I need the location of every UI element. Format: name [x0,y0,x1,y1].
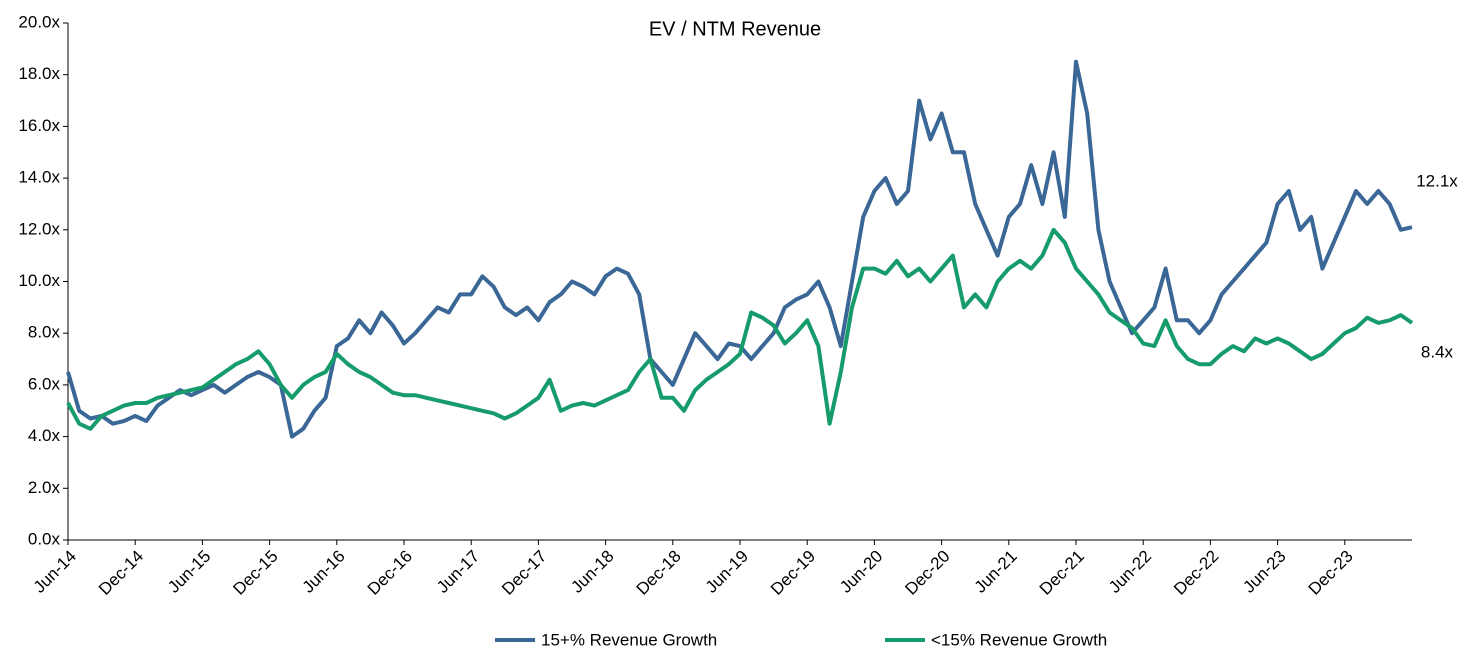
x-tick-label: Jun-23 [1239,547,1289,597]
x-tick-label: Dec-18 [633,547,685,599]
x-tick-label: Jun-22 [1105,547,1155,597]
x-tick-label: Dec-20 [901,547,953,599]
line-series [66,59,1413,439]
y-tick-label: 10.0x [18,271,60,290]
y-tick-label: 18.0x [18,64,60,83]
x-tick-label: Dec-21 [1036,547,1088,599]
legend-label: <15% Revenue Growth [931,630,1107,649]
line-series [66,227,1414,431]
x-tick-label: Jun-16 [299,547,349,597]
y-tick-label: 16.0x [18,116,60,135]
y-tick-label: 14.0x [18,168,60,187]
x-tick-label: Dec-17 [498,547,550,599]
x-tick-label: Jun-15 [164,547,214,597]
x-tick-label: Dec-23 [1305,547,1357,599]
x-tick-label: Dec-15 [229,547,281,599]
x-tick-label: Jun-17 [433,547,483,597]
end-annotation: 8.4x [1421,342,1454,361]
y-tick-label: 12.0x [18,219,60,238]
y-tick-label: 8.0x [28,323,61,342]
x-tick-label: Jun-20 [836,547,886,597]
x-tick-label: Jun-18 [567,547,617,597]
y-tick-label: 2.0x [28,478,61,497]
x-tick-label: Jun-14 [30,547,80,597]
x-tick-label: Dec-19 [767,547,819,599]
x-tick-label: Jun-21 [971,547,1021,597]
x-tick-label: Dec-16 [364,547,416,599]
x-tick-label: Dec-22 [1170,547,1222,599]
y-tick-label: 20.0x [18,12,60,31]
y-tick-label: 6.0x [28,374,61,393]
x-tick-label: Dec-14 [95,547,147,599]
y-tick-label: 0.0x [28,529,61,548]
x-tick-label: Jun-19 [702,547,752,597]
end-annotation: 12.1x [1416,172,1458,191]
legend-label: 15+% Revenue Growth [541,630,717,649]
y-tick-label: 4.0x [28,426,61,445]
chart-title: EV / NTM Revenue [649,18,821,40]
